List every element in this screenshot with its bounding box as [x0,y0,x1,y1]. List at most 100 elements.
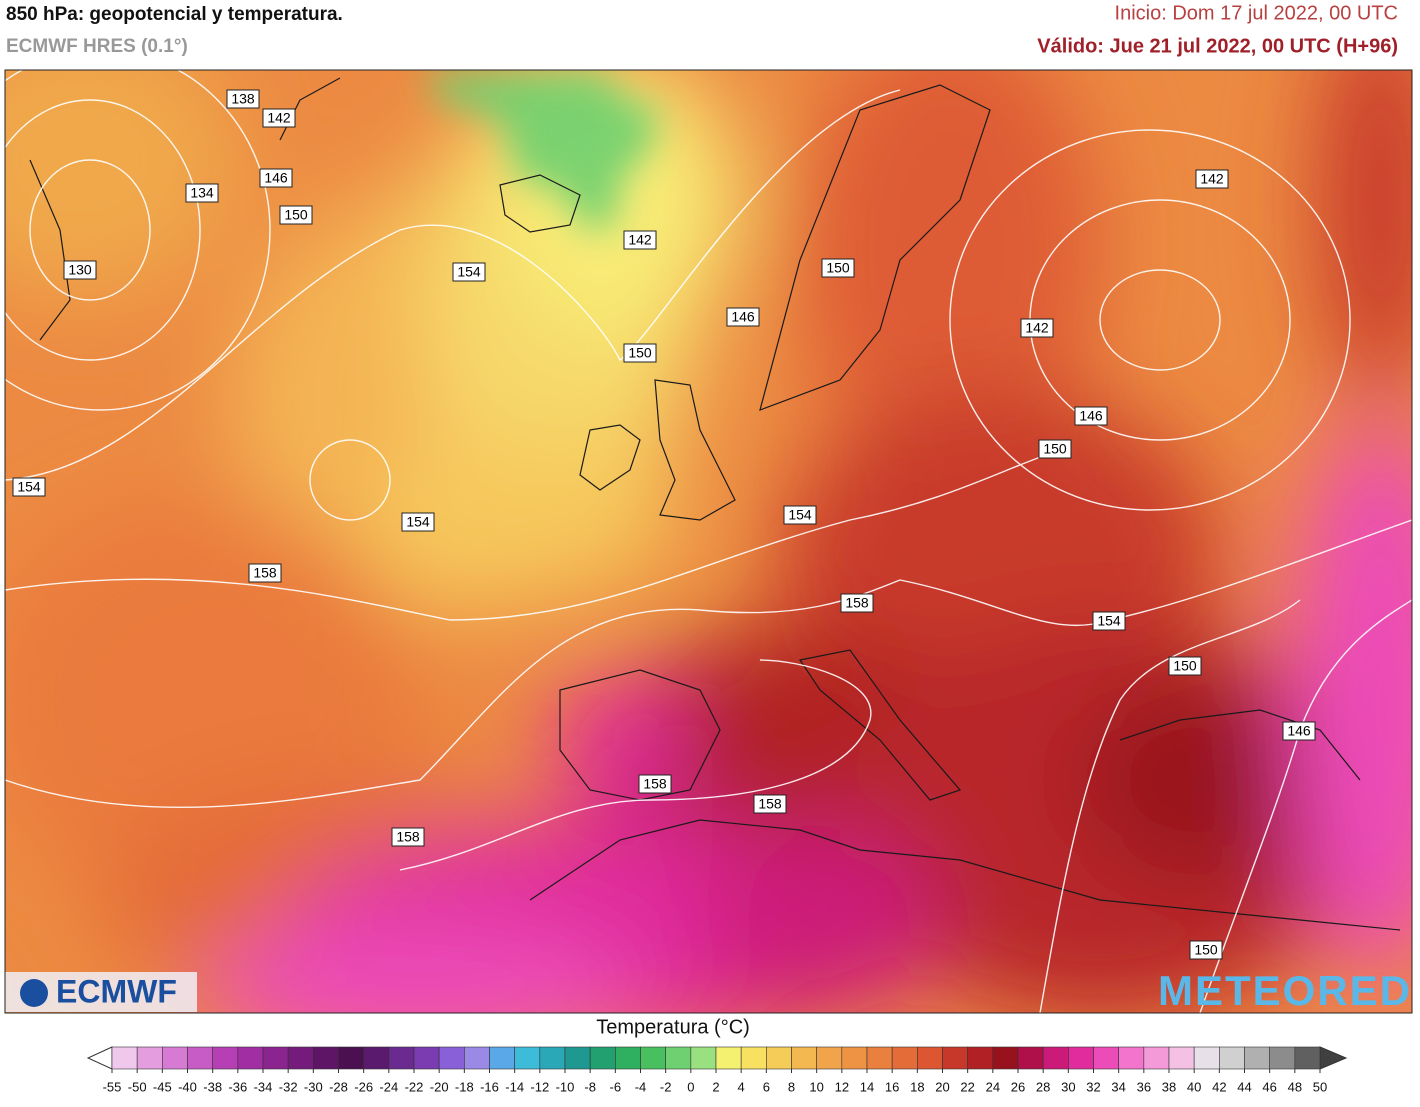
contour-label-text: 150 [1173,658,1197,674]
colorbar-segment [791,1046,817,1070]
subtitle: ECMWF HRES (0.1°) [6,36,188,57]
contour-label-box [185,183,219,203]
colorbar-segment [514,1046,541,1070]
contour-label-text: 150 [628,345,652,361]
colorbar-segment [313,1046,339,1070]
contour-label: 150 [279,205,313,225]
contour-label: 154 [401,512,435,532]
contour-label-text: 142 [628,232,652,248]
contour-label: 130 [63,260,97,280]
colorbar-tick-label: -24 [379,1079,398,1094]
contour-label: 154 [1092,611,1126,631]
contour-label-text: 158 [396,829,420,845]
colorbar-tick-label: 0 [687,1079,694,1094]
colorbar-under [86,1046,113,1070]
colorbar-segment [1017,1046,1044,1070]
colorbar-segment [841,1046,868,1070]
colorbar-tick-label: 48 [1288,1079,1302,1094]
colorbar-tick-label: 8 [788,1079,795,1094]
contour-label: 142 [623,230,657,250]
contour-label-box [391,827,425,847]
colorbar-segment [1244,1046,1270,1070]
contour-label-text: 154 [17,479,41,495]
contour-label: 150 [1038,439,1072,459]
cold-area [425,72,660,230]
colorbar-segment [212,1046,239,1070]
contour-label-text: 150 [1043,441,1067,457]
contour-label-box [1074,406,1108,426]
colorbar-tick-label: 50 [1313,1079,1327,1094]
contour-label-text: 158 [845,595,869,611]
contour-label-text: 130 [68,262,92,278]
contour-label-text: 146 [731,309,755,325]
colorbar-tick-label: 44 [1237,1079,1251,1094]
colorbar-tick-label: -20 [430,1079,449,1094]
colorbar-segment [338,1046,364,1070]
contour-label: 150 [821,258,855,278]
coastlines [29,77,1401,931]
contour-label-text: 142 [267,110,291,126]
colorbar-tick-label: 20 [935,1079,949,1094]
contour-label-text: 150 [284,207,308,223]
contour-label: 142 [262,108,296,128]
contour-label: 154 [452,262,486,282]
contour-label-text: 146 [1079,408,1103,424]
colorbar-segment [740,1046,767,1070]
colorbar-segment [942,1046,968,1070]
colorbar-tick-label: -30 [304,1079,323,1094]
contour-label-box [840,593,874,613]
colorbar-tick-label: 38 [1162,1079,1176,1094]
colorbar-over [1319,1046,1348,1070]
contour-label-box [1092,611,1126,631]
colorbar-tick-label: -26 [354,1079,373,1094]
colorbar-segment [136,1046,163,1070]
contour-label: 158 [753,794,787,814]
colorbar-tick-label: 2 [712,1079,719,1094]
contour-label: 150 [1189,940,1223,960]
contour-label: 146 [1074,406,1108,426]
colorbar-tick-label: 46 [1262,1079,1276,1094]
contour-label: 154 [12,477,46,497]
colorbar-tick-label: -2 [660,1079,672,1094]
map-frame [4,69,1413,1014]
colorbar-tick-label: 30 [1061,1079,1075,1094]
contour-label-box [726,307,760,327]
contour-label-box [753,794,787,814]
colorbar-tick-label: 34 [1111,1079,1125,1094]
colorbar-segment [891,1046,918,1070]
colorbar-tick-label: 4 [738,1079,745,1094]
colorbar-tick-label: -40 [178,1079,197,1094]
colorbar-segment [1068,1046,1094,1070]
colorbar-tick-label: -36 [228,1079,247,1094]
colorbar-tick-label: -50 [128,1079,147,1094]
contour-labels: 138 142 146 134 150 130 154 142 150 146 150 142 142 1… [12,89,1316,960]
contour-label: 134 [185,183,219,203]
title: 850 hPa: geopotencial y temperatura. [6,4,343,25]
colorbar-segment [539,1046,566,1070]
colorbar-tick-label: -38 [203,1079,222,1094]
colorbar-segment [1193,1046,1220,1070]
contour-label: 146 [1282,721,1316,741]
colorbar-tick-label: 18 [910,1079,924,1094]
contour-label-box [623,343,657,363]
contour-label: 138 [226,89,260,109]
contour-label-box [279,205,313,225]
colorbar-segment [917,1046,943,1070]
contour-label: 154 [783,505,817,525]
colorbar-tick-label: -6 [610,1079,622,1094]
contour-label: 158 [840,593,874,613]
contour-label-text: 146 [264,170,288,186]
colorbar-segment [388,1046,415,1070]
colorbar-segment [766,1046,792,1070]
colorbar-tick-label: -18 [455,1079,474,1094]
colorbar-tick-label: 32 [1086,1079,1100,1094]
contour-label: 146 [259,168,293,188]
colorbar-tick-label: -12 [530,1079,549,1094]
colorbar-title: Temperatura (°C) [596,1016,750,1038]
contour-label-text: 154 [406,514,430,530]
colorbar-tick-label: -16 [480,1079,499,1094]
colorbar-tick-label: 22 [960,1079,974,1094]
contour-label-box [259,168,293,188]
contour-label-box [63,260,97,280]
contour-label-box [783,505,817,525]
